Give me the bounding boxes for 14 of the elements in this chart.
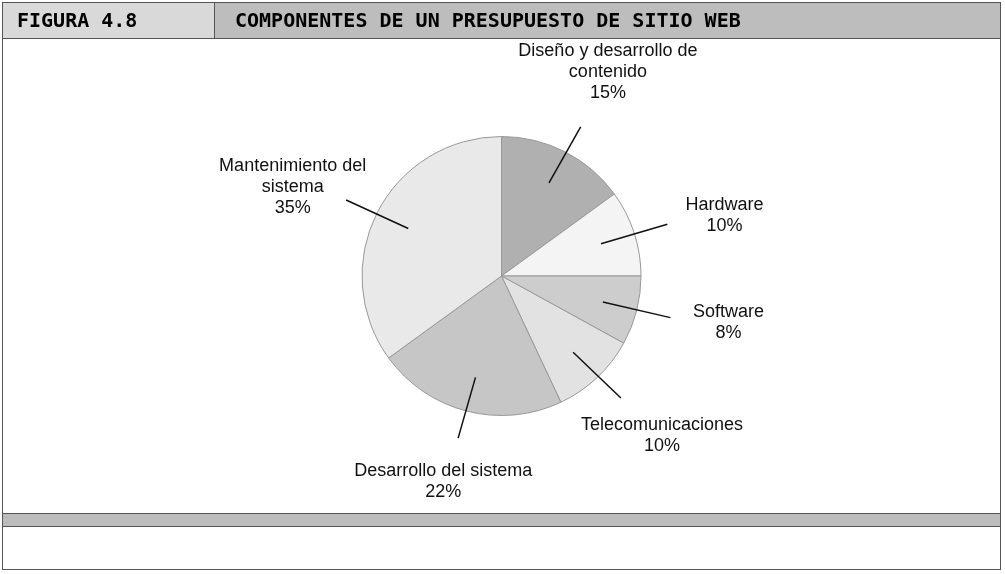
slice-label: Hardware — [685, 193, 764, 214]
slice-label: Software — [692, 300, 765, 321]
slice-label: Diseño y desarrollo de contenido — [518, 39, 698, 81]
data-label: 10% — [706, 214, 743, 235]
slice-label: Telecomunicaciones — [580, 414, 743, 435]
data-label: 35% — [274, 197, 311, 218]
slice-label: Desarrollo del sistema — [354, 460, 534, 481]
data-label: 8% — [715, 321, 742, 342]
data-label: 10% — [643, 435, 680, 456]
slice-label: Mantenimiento del sistema — [219, 155, 367, 197]
data-label: 22% — [425, 481, 462, 502]
data-label: 15% — [589, 81, 626, 102]
chart-subtitle: FIGURA 4.8 — [3, 3, 215, 38]
chart-title: COMPONENTES DE UN PRESUPUESTO DE SITIO WEB — [235, 7, 741, 34]
